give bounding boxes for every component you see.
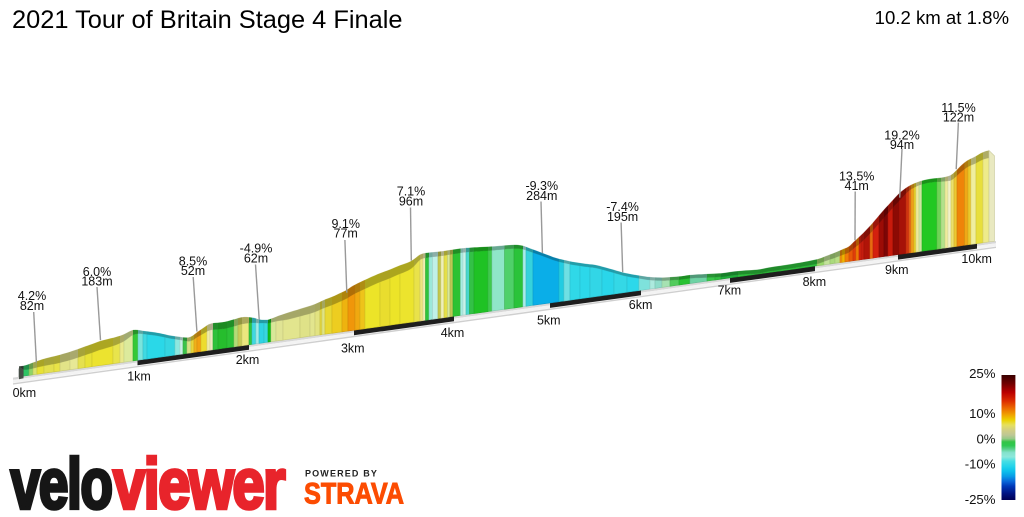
svg-text:5km: 5km [537, 314, 561, 328]
svg-text:52m: 52m [181, 264, 205, 278]
svg-text:10.2 km at 1.8%: 10.2 km at 1.8% [875, 7, 1009, 28]
svg-text:6km: 6km [629, 298, 653, 312]
svg-text:8km: 8km [803, 275, 827, 289]
svg-text:7km: 7km [718, 283, 742, 297]
svg-text:96m: 96m [399, 194, 423, 208]
svg-text:-25%: -25% [965, 492, 996, 507]
svg-text:1km: 1km [127, 370, 151, 384]
svg-text:10%: 10% [969, 406, 996, 421]
svg-text:4km: 4km [441, 326, 465, 340]
svg-text:77m: 77m [334, 227, 358, 241]
svg-text:STRAVA: STRAVA [304, 478, 404, 511]
svg-text:velo: velo [11, 446, 112, 513]
svg-text:284m: 284m [526, 189, 557, 203]
svg-text:3km: 3km [341, 341, 365, 355]
svg-text:183m: 183m [81, 275, 112, 289]
svg-text:viewer: viewer [113, 446, 285, 513]
svg-text:94m: 94m [890, 138, 914, 152]
svg-text:2km: 2km [236, 353, 260, 367]
svg-text:122m: 122m [943, 111, 974, 125]
svg-text:0km: 0km [13, 386, 37, 400]
svg-text:82m: 82m [20, 299, 44, 313]
svg-text:62m: 62m [244, 251, 268, 265]
svg-text:10km: 10km [961, 252, 992, 266]
svg-text:195m: 195m [607, 210, 638, 224]
svg-text:2021 Tour of Britain Stage 4 F: 2021 Tour of Britain Stage 4 Finale [12, 6, 403, 34]
svg-text:9km: 9km [885, 263, 909, 277]
svg-text:-10%: -10% [965, 457, 996, 472]
svg-text:25%: 25% [969, 366, 996, 381]
svg-text:41m: 41m [845, 179, 869, 193]
svg-text:0%: 0% [976, 432, 995, 447]
